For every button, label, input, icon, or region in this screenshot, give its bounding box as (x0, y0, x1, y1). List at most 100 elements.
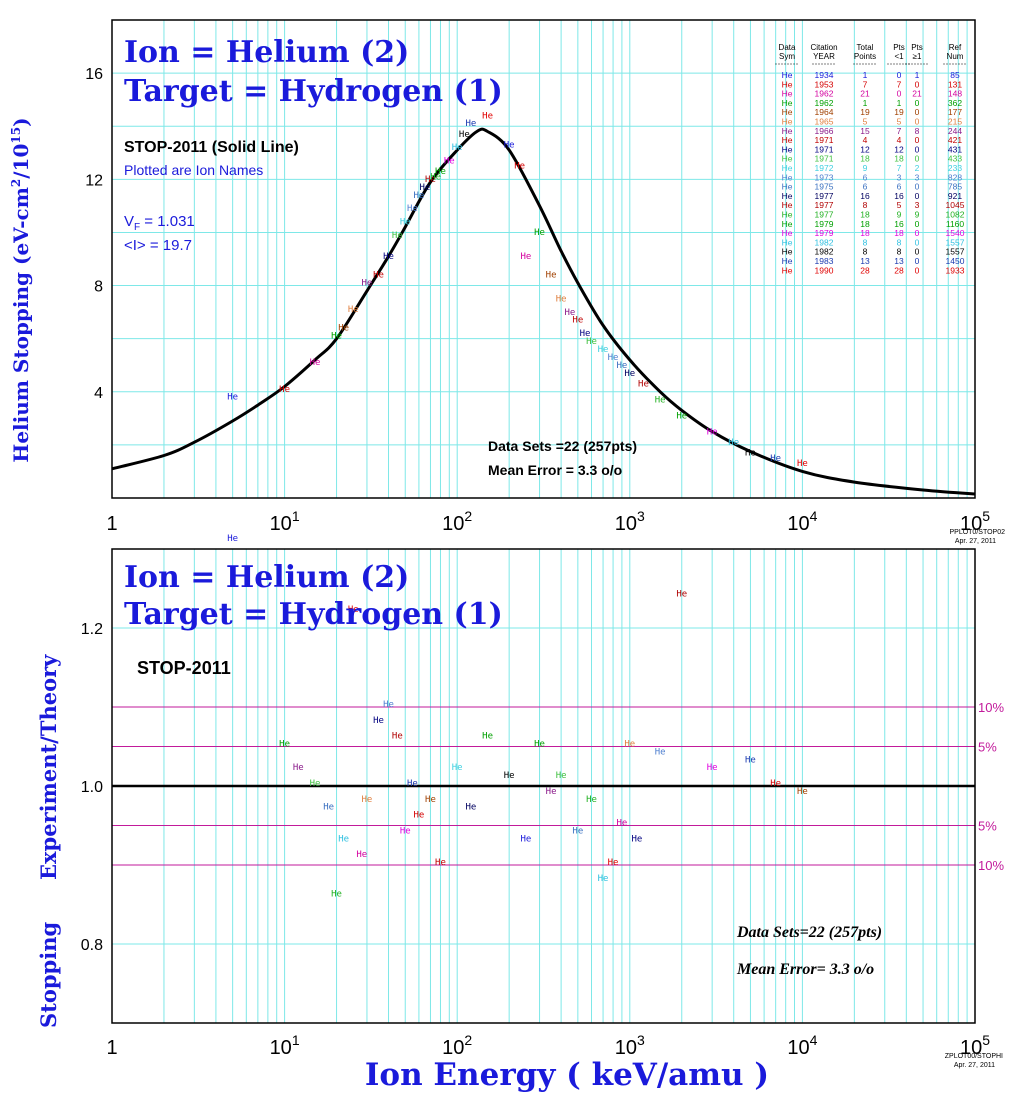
bottom-y-axis-label-a: Stopping (36, 922, 61, 1028)
legend-cell: 148 (948, 89, 962, 99)
top-data-points: HeHeHeHeHeHeHeHeHeHeHeHeHeHeHeHeHeHeHeHe… (227, 111, 808, 469)
top-stamp-code: PPLOT0/STOP02 (949, 529, 1005, 536)
legend-cell: 16 (860, 191, 870, 201)
legend-cell: 0 (915, 191, 920, 201)
bottom-theory-name: STOP-2011 (137, 658, 231, 678)
top-data-point: He (514, 162, 525, 172)
bottom-data-point: He (797, 787, 808, 797)
legend-cell: 8 (897, 237, 902, 247)
top-theory-curve (111, 127, 976, 496)
top-data-point: He (608, 353, 619, 363)
legend-cell: 1982 (815, 247, 834, 257)
top-data-point: He (430, 172, 441, 182)
legend-cell: He (782, 219, 793, 229)
legend-header: Pts (911, 43, 923, 52)
bottom-x-tick-label: 102 (442, 1032, 472, 1059)
bottom-x-tick-label: 101 (270, 1032, 300, 1059)
legend-cell: He (782, 163, 793, 173)
bottom-data-point: He (407, 779, 418, 789)
legend-cell: 1962 (815, 98, 834, 108)
top-data-point: He (392, 231, 403, 241)
top-x-ticks: 1 101 102 103 104 105 (106, 508, 990, 535)
legend-cell: He (782, 200, 793, 210)
legend-cell: 16 (894, 191, 904, 201)
legend-cell: 431 (948, 144, 962, 154)
legend-cell: 18 (860, 228, 870, 238)
bottom-y-axis-label-b: Experiment/Theory (36, 654, 61, 880)
top-data-point: He (373, 271, 384, 281)
top-data-point: He (598, 345, 609, 355)
top-plotted-note: Plotted are Ion Names (124, 162, 263, 178)
top-data-point: He (580, 329, 591, 339)
legend-cell: 3 (915, 172, 920, 182)
bottom-data-point: He (356, 850, 367, 860)
top-y-tick-label: 8 (94, 279, 103, 296)
bottom-data-point: He (770, 779, 781, 789)
legend-cell: 1450 (946, 256, 965, 266)
legend-cell: 0 (897, 70, 902, 80)
guide-label: 5% (978, 740, 997, 755)
bottom-y-tick-label: 1.0 (81, 779, 103, 796)
top-title-ion: Ion = Helium (2) (124, 35, 409, 70)
top-data-point: He (407, 204, 418, 214)
legend-header: Points (854, 52, 876, 61)
legend-cell: 5 (897, 117, 902, 127)
legend-cell: 0 (915, 265, 920, 275)
bottom-data-point: He (400, 826, 411, 836)
legend-cell: 6 (863, 182, 868, 192)
vf-v: V (124, 213, 134, 230)
legend-header: Total (857, 43, 874, 52)
top-mean-error: Mean Error = 3.3 o/o (488, 462, 622, 478)
bottom-data-point: He (572, 826, 583, 836)
top-y-axis-label: Helium Stopping (eV-cm2/1015) (9, 117, 33, 462)
legend-cell: He (782, 98, 793, 108)
bottom-data-point: He (745, 755, 756, 765)
legend-cell: 0 (915, 219, 920, 229)
top-data-point: He (362, 279, 373, 289)
legend-cell: 0 (915, 79, 920, 89)
top-data-point: He (482, 111, 493, 121)
legend-cell: 1965 (815, 117, 834, 127)
x-axis-label: Ion Energy ( keV/amu ) (365, 1057, 769, 1093)
top-data-sets: Data Sets =22 (257pts) (488, 438, 637, 454)
legend-cell: 1933 (946, 265, 965, 275)
top-data-point: He (338, 324, 349, 334)
legend-cell: He (782, 126, 793, 136)
legend-cell: 1557 (946, 247, 965, 257)
bottom-x-tick-label: 1 (106, 1037, 117, 1059)
guide-label: 10% (978, 858, 1004, 873)
vf-sub: F (134, 222, 140, 233)
bottom-data-point: He (608, 858, 619, 868)
legend-cell: 1962 (815, 89, 834, 99)
legend-cell: He (782, 144, 793, 154)
bottom-data-point: He (425, 795, 436, 805)
top-x-tick-label: 1 (106, 513, 117, 535)
bottom-data-points: He He He He He He He He He He He He He He He He He He He He… (227, 534, 808, 900)
legend-cell: 13 (894, 256, 904, 266)
legend-cell: He (782, 135, 793, 145)
top-y-tick-label: 4 (94, 385, 103, 402)
legend-cell: He (782, 70, 793, 80)
legend-cell: 2 (915, 163, 920, 173)
legend-cell: 1082 (946, 210, 965, 220)
legend-cell: 19 (860, 107, 870, 117)
legend-cell: 6 (897, 182, 902, 192)
legend-cell: 1979 (815, 219, 834, 229)
top-grid (112, 20, 975, 498)
legend-cell: 177 (948, 107, 962, 117)
legend-cell: 1966 (815, 126, 834, 136)
legend-cell: 1 (863, 70, 868, 80)
top-data-point: He (586, 337, 597, 347)
legend-cell: He (782, 89, 793, 99)
legend-cell: 0 (915, 247, 920, 257)
bottom-data-point: He (279, 740, 290, 750)
legend-cell: 12 (860, 144, 870, 154)
bottom-data-point: He (452, 763, 463, 773)
top-data-point: He (419, 183, 430, 193)
top-data-point: He (638, 379, 649, 389)
legend-cell: 0 (915, 228, 920, 238)
bottom-x-tick-label: 103 (615, 1032, 645, 1059)
legend-cell: 3 (915, 200, 920, 210)
legend-cell: 9 (915, 210, 920, 220)
legend-cell: 1934 (815, 70, 834, 80)
